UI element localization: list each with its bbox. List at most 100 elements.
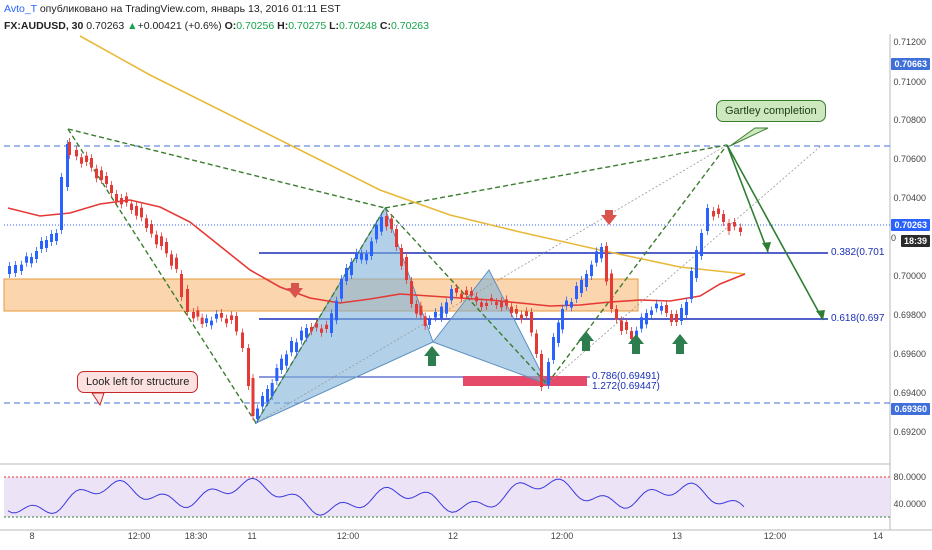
candle-body: [485, 303, 488, 306]
candle-body: [165, 242, 168, 254]
fib-786-label: 0.786(0.69491): [592, 371, 660, 382]
candle-body: [525, 311, 528, 316]
gartley-callout-tail: [729, 127, 769, 147]
time-label: 12:00: [763, 531, 787, 541]
candle-body: [175, 257, 178, 269]
candle-body: [345, 268, 348, 281]
candle-body: [557, 322, 560, 343]
candle-body: [85, 155, 88, 162]
candle-body: [450, 289, 453, 301]
candle-body: [690, 271, 693, 299]
candle-body: [256, 408, 259, 419]
close-value: 0.70263: [391, 20, 429, 32]
fib-618-label: 0.618(0.697: [831, 313, 885, 324]
open-label: O:: [224, 20, 237, 32]
candle-body: [580, 280, 583, 293]
candle-body: [655, 303, 658, 309]
price-tick: 0.69600: [893, 349, 926, 359]
candle-body: [290, 341, 293, 353]
fib-1272-label: 1.272(0.69447): [592, 381, 660, 392]
candle-body: [610, 273, 613, 309]
time-label: 12:00: [127, 531, 151, 541]
candle-body: [615, 309, 618, 320]
candle-body: [510, 306, 513, 313]
gartley-ad-line: [255, 144, 728, 424]
candle-body: [733, 222, 736, 227]
candle-body: [200, 317, 204, 324]
candle-body: [739, 227, 742, 232]
price-candles: [8, 138, 742, 423]
candle-body: [535, 333, 538, 354]
candle-body: [470, 291, 473, 296]
candle-body: [434, 312, 437, 318]
gartley-structure: [67, 128, 728, 425]
candle-body: [320, 328, 323, 333]
look-left-callout[interactable]: Look left for structure: [77, 371, 199, 393]
candle-body: [717, 208, 720, 214]
candle-body: [235, 316, 238, 332]
candle-body: [130, 203, 133, 210]
candle-body: [120, 198, 123, 205]
price-tick: 0.70000: [893, 271, 926, 281]
candle-body: [645, 313, 648, 325]
price-tick: 0.70800: [893, 115, 926, 125]
candle-body: [685, 302, 688, 315]
candle-body: [135, 206, 138, 216]
harmonic-bcd-triangle: [432, 269, 549, 385]
candle-body: [105, 176, 108, 184]
candle-body: [365, 254, 368, 261]
ohlc-line: FX:AUDUSD, 30 0.70263 ▲+0.00421 (+0.6%) …: [4, 20, 429, 32]
time-label: 12:00: [550, 531, 574, 541]
candle-body: [630, 331, 633, 339]
ma-red: [7, 199, 746, 307]
target-arrowhead-618: [816, 310, 825, 320]
candle-body: [355, 252, 358, 259]
candle-body: [480, 302, 483, 307]
rsi-band: [4, 477, 890, 517]
candle-body: [150, 224, 153, 234]
candle-body: [225, 318, 228, 324]
fib-382-label: 0.382(0.701: [831, 247, 885, 258]
lower-level-tag: 0.69360: [891, 403, 930, 415]
completion-zone: [463, 376, 587, 386]
candle-body: [90, 158, 93, 168]
candle-body: [310, 327, 313, 332]
candle-body: [192, 312, 195, 319]
target-arrow-618: [726, 144, 824, 321]
resistance-zone: [3, 278, 639, 312]
candle-body: [295, 342, 298, 352]
candle-body: [280, 358, 283, 370]
candle-body: [125, 196, 128, 203]
candle-body: [405, 257, 408, 280]
candle-body: [155, 234, 158, 245]
candle-body: [695, 250, 698, 278]
author-link[interactable]: Avto_T: [4, 3, 37, 15]
candle-body: [145, 218, 148, 228]
target-arrowhead-382: [762, 242, 771, 252]
candle-body: [455, 288, 458, 293]
symbol-label[interactable]: FX:AUDUSD, 30: [4, 20, 84, 32]
candle-body: [30, 257, 33, 264]
candle-body: [210, 320, 213, 326]
price-tick-partial: 0: [890, 233, 896, 243]
candle-body: [561, 309, 564, 330]
down-arrow-1: [287, 283, 303, 298]
candle-body: [251, 378, 255, 416]
candle-body: [575, 286, 578, 299]
candle-body: [95, 168, 98, 179]
candle-body: [45, 240, 48, 248]
candle-body: [8, 266, 11, 274]
candle-body: [595, 251, 598, 263]
candle-body: [375, 224, 378, 240]
candle-body: [80, 157, 83, 164]
candle-body: [270, 383, 274, 396]
gartley-completion-callout[interactable]: Gartley completion: [716, 100, 826, 122]
candle-body: [460, 293, 463, 299]
candle-body: [540, 354, 543, 387]
last-price: 0.70263: [86, 20, 125, 32]
candle-body: [75, 150, 78, 157]
candle-body: [706, 208, 709, 231]
candle-body: [66, 144, 69, 187]
candle-body: [285, 354, 288, 366]
